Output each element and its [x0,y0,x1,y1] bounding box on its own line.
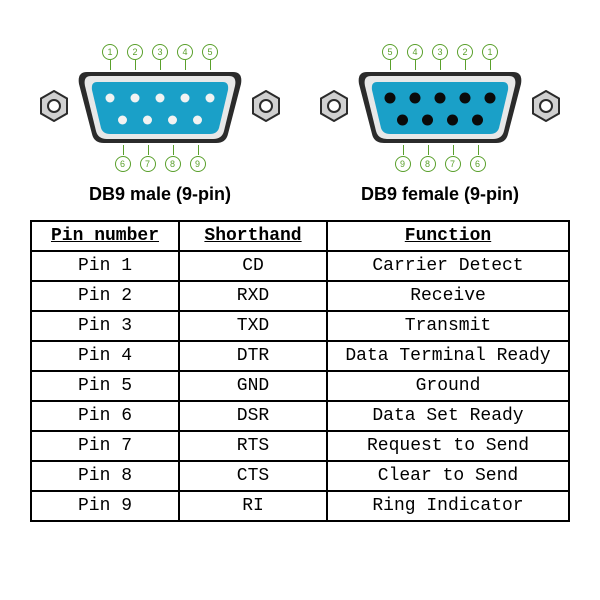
pin-number-label: 5 [382,44,398,60]
table-row: Pin 3TXDTransmit [31,311,569,341]
table-cell: Data Terminal Ready [327,341,569,371]
pin-number-label: 6 [470,156,486,172]
pin-number-label: 4 [407,44,423,60]
table-cell: Pin 9 [31,491,179,521]
table-cell: CD [179,251,327,281]
pinout-table: Pin numberShorthandFunction Pin 1CDCarri… [30,220,570,522]
pin-number-label: 5 [202,44,218,60]
table-cell: Pin 5 [31,371,179,401]
table-row: Pin 9RIRing Indicator [31,491,569,521]
pin-number-label: 9 [190,156,206,172]
pin-number-label: 4 [177,44,193,60]
table-cell: Data Set Ready [327,401,569,431]
pin-number-label: 3 [152,44,168,60]
db9-male-connector: 12345 6789 [30,30,290,180]
pin-number-label: 7 [140,156,156,172]
table-cell: Pin 4 [31,341,179,371]
table-cell: RXD [179,281,327,311]
connector-label: DB9 female (9-pin) [310,184,570,205]
table-cell: RTS [179,431,327,461]
table-row: Pin 1CDCarrier Detect [31,251,569,281]
table-row: Pin 8CTSClear to Send [31,461,569,491]
table-row: Pin 5GNDGround [31,371,569,401]
mounting-nut-icon [250,90,282,122]
pin-number-label: 6 [115,156,131,172]
table-cell: TXD [179,311,327,341]
table-cell: RI [179,491,327,521]
table-row: Pin 6DSRData Set Ready [31,401,569,431]
pin-number-label: 1 [482,44,498,60]
pin-number-label: 3 [432,44,448,60]
table-cell: Carrier Detect [327,251,569,281]
connector-diagrams: 123456789DB9 male (9-pin) 543219876DB9 f… [0,0,600,210]
pin-number-label: 2 [457,44,473,60]
table-cell: Request to Send [327,431,569,461]
table-cell: Ring Indicator [327,491,569,521]
table-cell: Pin 6 [31,401,179,431]
pin-number-label: 8 [165,156,181,172]
table-row: Pin 4DTRData Terminal Ready [31,341,569,371]
table-cell: DSR [179,401,327,431]
mounting-nut-icon [318,90,350,122]
table-cell: CTS [179,461,327,491]
table-cell: GND [179,371,327,401]
db9-female-connector: 54321 9876 [310,30,570,180]
table-cell: Pin 3 [31,311,179,341]
mounting-nut-icon [38,90,70,122]
table-cell: Receive [327,281,569,311]
table-row: Pin 2RXDReceive [31,281,569,311]
pin-number-label: 1 [102,44,118,60]
table-cell: Pin 8 [31,461,179,491]
table-cell: Ground [327,371,569,401]
table-header-row: Pin numberShorthandFunction [31,221,569,251]
table-row: Pin 7RTSRequest to Send [31,431,569,461]
table-cell: DTR [179,341,327,371]
table-cell: Pin 7 [31,431,179,461]
table-cell: Transmit [327,311,569,341]
mounting-nut-icon [530,90,562,122]
pin-number-label: 9 [395,156,411,172]
column-header: Pin number [31,221,179,251]
column-header: Function [327,221,569,251]
pin-number-label: 2 [127,44,143,60]
pin-number-label: 8 [420,156,436,172]
pin-number-label: 7 [445,156,461,172]
table-cell: Clear to Send [327,461,569,491]
connector-label: DB9 male (9-pin) [30,184,290,205]
table-cell: Pin 2 [31,281,179,311]
column-header: Shorthand [179,221,327,251]
table-cell: Pin 1 [31,251,179,281]
table-body: Pin 1CDCarrier DetectPin 2RXDReceivePin … [31,251,569,521]
